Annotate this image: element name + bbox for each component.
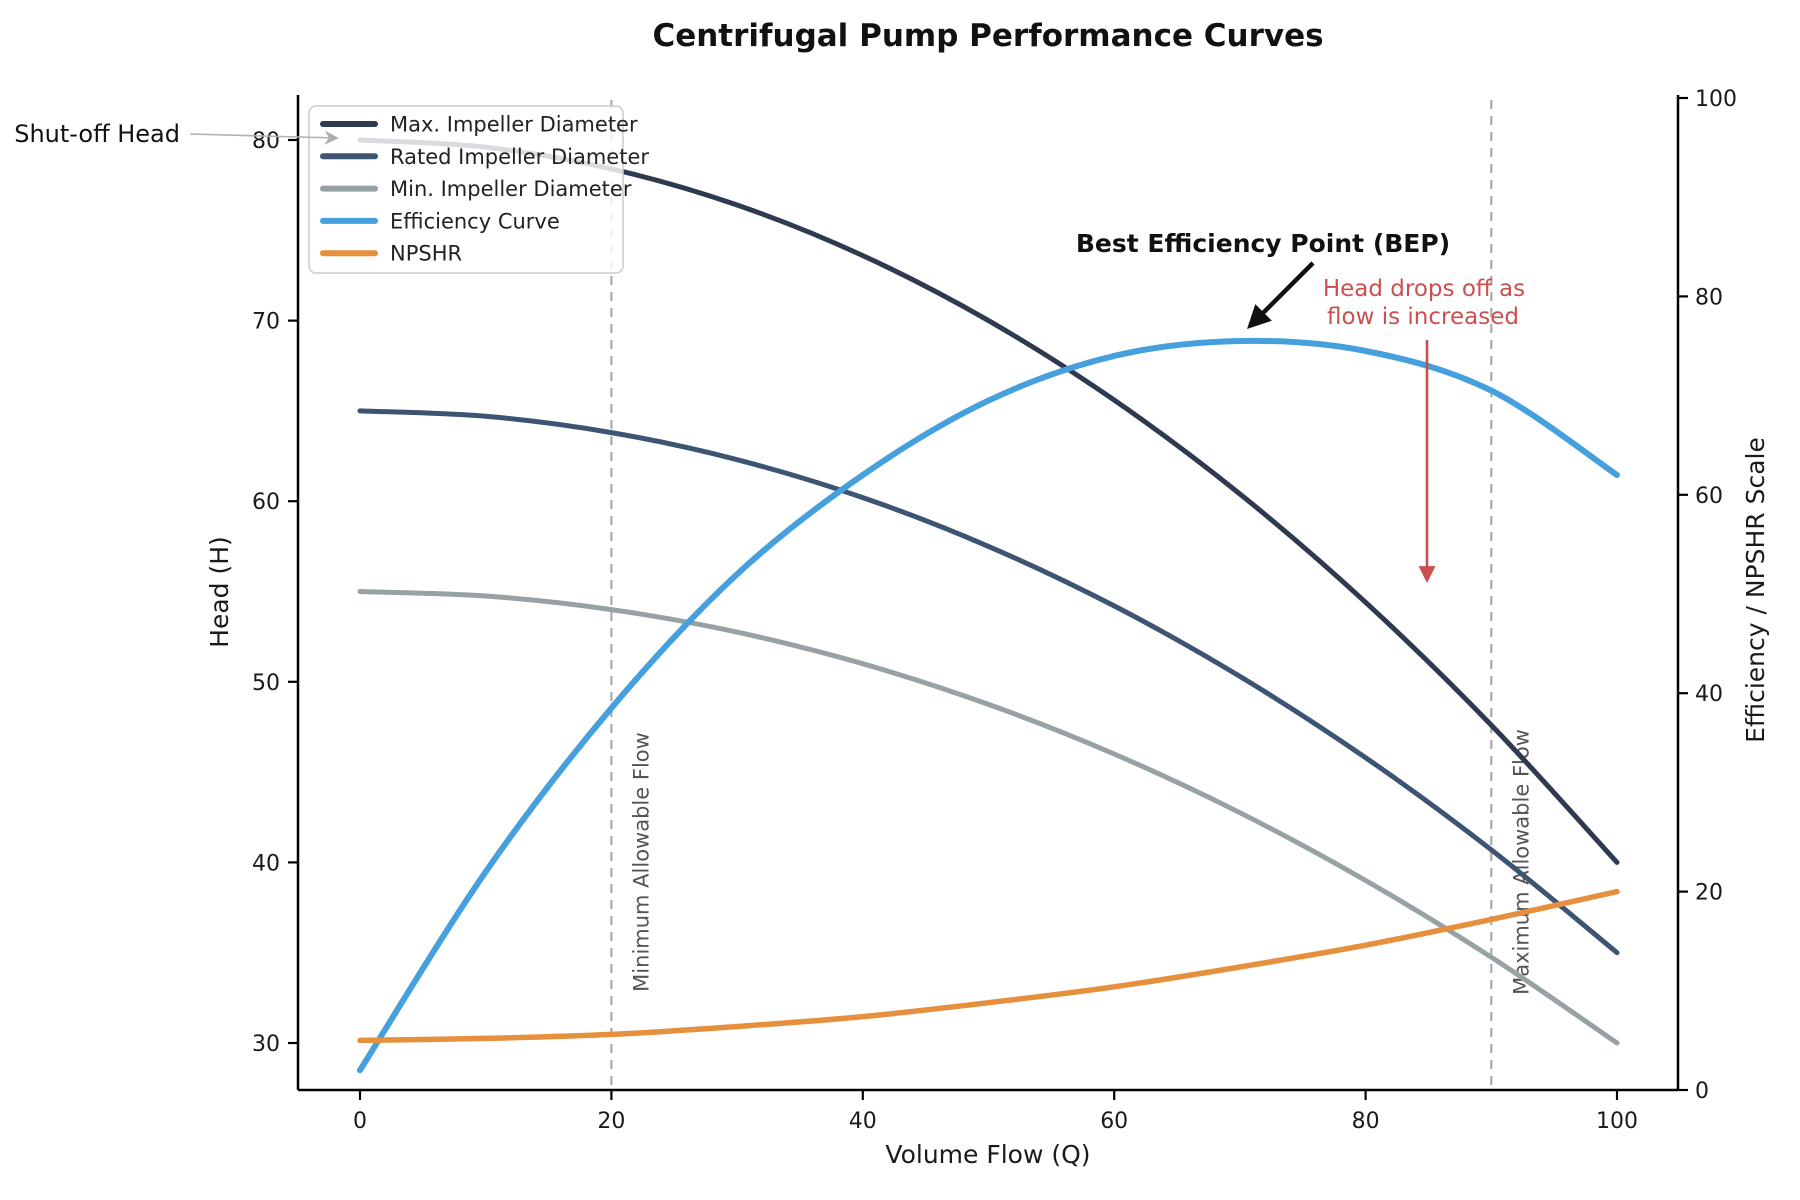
legend-label-2: Min. Impeller Diameter — [390, 177, 632, 201]
legend-label-4: NPSHR — [390, 242, 462, 266]
y-right-tick-label: 20 — [1695, 881, 1723, 906]
y-right-tick-label: 60 — [1695, 484, 1723, 509]
y-left-tick-label: 80 — [252, 129, 280, 154]
bep-label: Best Efficiency Point (BEP) — [1076, 229, 1450, 258]
legend: Max. Impeller Diameter Rated Impeller Dia… — [308, 105, 649, 274]
y-right-tick-label: 40 — [1695, 682, 1723, 707]
head-drop-label-line2: flow is increased — [1327, 304, 1519, 330]
y-right-tick-label: 80 — [1695, 285, 1723, 310]
y-left-tick-label: 60 — [252, 490, 280, 515]
x-axis-label: Volume Flow (Q) — [885, 1140, 1090, 1169]
legend-label-3: Efficiency Curve — [390, 209, 560, 233]
curve-efficiency-curve — [357, 337, 1620, 1074]
x-tick-label: 40 — [849, 1109, 877, 1134]
legend-label-1: Rated Impeller Diameter — [390, 145, 649, 169]
axes: 0 20 40 60 80 100 30 40 50 60 70 80 0 20 40 60 80 100 — [252, 87, 1737, 1134]
legend-label-0: Max. Impeller Diameter — [390, 113, 638, 137]
y-left-tick-label: 70 — [252, 310, 280, 335]
allowable-flow-limit-lines: Minimum Allowable Flow Maximum Allowable … — [610, 100, 1533, 1090]
curve-min-impeller-diameter — [357, 589, 1620, 1046]
x-tick-label: 100 — [1596, 1109, 1638, 1134]
curve-rated-impeller-diameter — [357, 408, 1620, 956]
x-tick-label: 20 — [597, 1109, 625, 1134]
annotations: Shut-off Head Best Efficiency Point (BEP… — [14, 120, 1525, 584]
y-right-tick-label: 100 — [1695, 87, 1737, 112]
y-left-tick-label: 40 — [252, 851, 280, 876]
y-left-tick-label: 30 — [252, 1032, 280, 1057]
shutoff-head-label: Shut-off Head — [14, 120, 180, 148]
bep-arrow — [1247, 261, 1315, 329]
y-left-tick-label: 50 — [252, 671, 280, 696]
x-tick-label: 0 — [353, 1109, 367, 1134]
x-tick-label: 80 — [1352, 1109, 1380, 1134]
y-axis-label-left: Head (H) — [205, 536, 234, 648]
limit-line-label-max: Maximum Allowable Flow — [1509, 729, 1533, 995]
chart-title: Centrifugal Pump Performance Curves — [652, 18, 1323, 54]
y-right-tick-label: 0 — [1695, 1079, 1709, 1104]
limit-line-label-min: Minimum Allowable Flow — [629, 732, 653, 992]
x-tick-label: 60 — [1100, 1109, 1128, 1134]
shutoff-head-arrow — [189, 130, 339, 145]
head-drop-label-line1: Head drops off as — [1323, 276, 1525, 302]
curve-npshr — [357, 888, 1620, 1044]
legend-box — [308, 105, 624, 274]
performance-curves — [357, 137, 1620, 1074]
y-axis-label-right: Efficiency / NPSHR Scale — [1741, 437, 1770, 743]
legend-items: Max. Impeller Diameter Rated Impeller Dia… — [320, 113, 649, 266]
